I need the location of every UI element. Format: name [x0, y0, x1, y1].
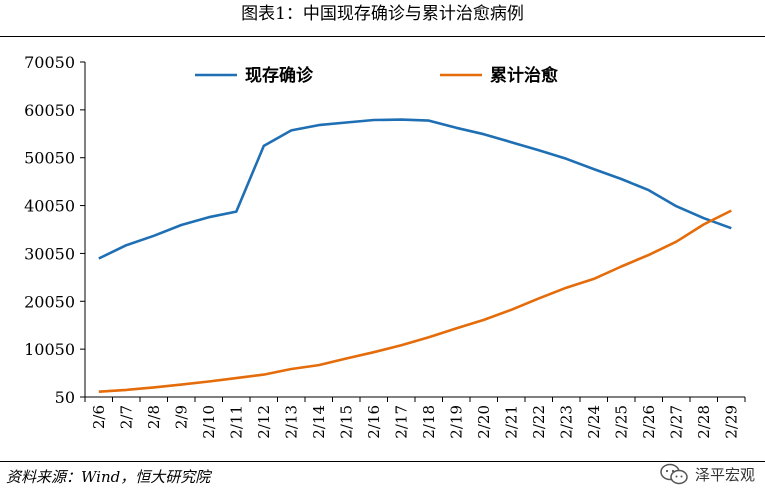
watermark: 泽平宏观 [659, 463, 755, 485]
y-tick-label: 30050 [24, 244, 75, 263]
series-line-1 [98, 118, 732, 260]
x-tick-label: 2/28 [695, 405, 713, 439]
y-tick-label: 60050 [24, 101, 75, 120]
x-tick-label: 2/25 [612, 405, 630, 439]
x-tick-label: 2/21 [502, 405, 520, 439]
y-tick-label: 50 [55, 388, 75, 407]
series-line-2 [98, 209, 732, 393]
x-tick-label: 2/9 [172, 405, 190, 429]
x-tick-label: 2/26 [640, 405, 658, 439]
bottom-rule [0, 461, 765, 462]
chart-axes [84, 62, 745, 398]
x-tick-label: 2/14 [310, 405, 328, 439]
y-tick-label: 50050 [24, 149, 75, 168]
x-tick-label: 2/19 [447, 405, 465, 439]
y-tick-label: 70050 [24, 53, 75, 72]
x-tick-label: 2/16 [365, 405, 383, 439]
x-tick-label: 2/29 [722, 405, 740, 439]
x-tick-label: 2/7 [117, 405, 135, 429]
y-tick-label: 40050 [24, 197, 75, 216]
x-tick-label: 2/27 [667, 405, 685, 439]
chart-legend: 现存确诊 累计治愈 [195, 65, 559, 86]
x-tick-label: 2/17 [392, 405, 410, 439]
x-tick-label: 2/10 [200, 405, 218, 439]
x-tick-label: 2/20 [475, 405, 493, 439]
series-lines [98, 118, 732, 393]
legend-label-1: 现存确诊 [245, 65, 314, 86]
x-tick-label: 2/6 [90, 405, 108, 429]
y-tick-label: 10050 [24, 340, 75, 359]
chart-title: 图表1：中国现存确诊与累计治愈病例 [241, 4, 524, 24]
x-tick-label: 2/15 [337, 405, 355, 439]
y-axis-ticks: 50 10050 20050 30050 40050 50050 60050 70050 [24, 53, 85, 407]
x-tick-label: 2/23 [557, 405, 575, 439]
y-tick-label: 20050 [24, 292, 75, 311]
top-rule [0, 36, 765, 37]
watermark-text: 泽平宏观 [694, 465, 755, 484]
line-chart: 50 10050 20050 30050 40050 50050 60050 70050 2/… [24, 53, 746, 439]
legend-label-2: 累计治愈 [490, 65, 559, 86]
x-tick-label: 2/12 [255, 405, 273, 439]
x-tick-label: 2/13 [282, 405, 300, 439]
source-note: 资料来源：Wind，恒大研究院 [6, 468, 211, 486]
wechat-icon [660, 463, 688, 485]
x-tick-label: 2/18 [420, 405, 438, 439]
x-tick-label: 2/11 [227, 405, 245, 439]
x-tick-label: 2/22 [530, 405, 548, 439]
x-axis-ticks: 2/6 2/7 2/8 2/9 2/10 2/11 2/12 2/13 2/14 2/15 2/16… [84, 397, 746, 439]
x-tick-label: 2/8 [145, 405, 163, 429]
x-tick-label: 2/24 [585, 405, 603, 439]
